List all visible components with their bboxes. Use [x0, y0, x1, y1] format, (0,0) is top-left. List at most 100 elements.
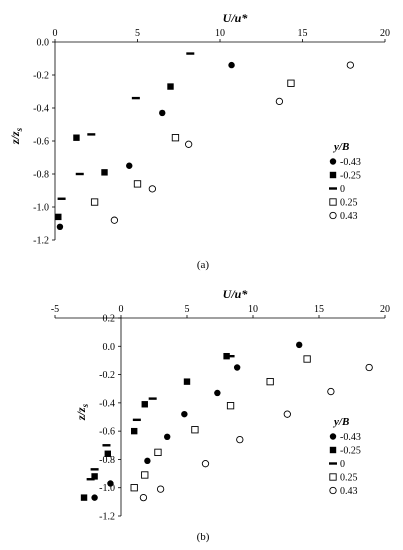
legend-marker — [329, 433, 337, 440]
y-tick-label: -0.8 — [99, 455, 115, 466]
legend-marker — [329, 462, 337, 465]
legend-marker — [329, 486, 337, 495]
data-point — [191, 426, 199, 434]
x-tick-label: 20 — [380, 28, 390, 39]
x-axis-title: U/u* — [223, 287, 249, 301]
legend-item: -0.25 — [329, 171, 361, 182]
legend-marker — [329, 473, 337, 481]
legend-label: 0.25 — [340, 473, 358, 484]
data-point — [110, 216, 119, 224]
legend-label: 0 — [340, 184, 345, 195]
x-tick-label: 0 — [119, 304, 124, 315]
data-point — [201, 460, 210, 468]
data-point — [327, 387, 335, 396]
data-point — [283, 410, 291, 418]
y-tick-label: 0.0 — [103, 342, 116, 353]
legend-item: 0.25 — [329, 198, 358, 209]
chart-panel-a: 0 5 10 15 20 0.0 -0.2 -0.4 -0.6 -0.8 -1.0 -1.2 U/u* z… — [8, 11, 390, 271]
series--0.43 — [91, 341, 303, 501]
y-tick-label: -0.4 — [33, 104, 49, 115]
x-tick-label: 0 — [53, 28, 58, 39]
data-point — [236, 435, 244, 444]
legend-item: 0.43 — [329, 486, 358, 497]
data-point — [171, 134, 180, 142]
data-point — [141, 401, 148, 408]
y-tick-label: -0.2 — [99, 370, 115, 381]
data-point — [181, 410, 188, 418]
data-point — [303, 355, 311, 363]
x-tick-label: 20 — [380, 304, 390, 315]
data-point — [102, 444, 111, 447]
legend-item: -0.25 — [329, 446, 361, 457]
legend-label: 0.25 — [340, 198, 358, 209]
series-0.43 — [139, 363, 373, 502]
panel-label: (b) — [197, 531, 210, 543]
data-point — [101, 169, 108, 176]
legend-label: -0.25 — [340, 171, 361, 182]
legend-label: 0.43 — [340, 211, 358, 222]
x-tick-label: 5 — [135, 28, 140, 39]
series-0.25 — [90, 79, 295, 206]
series-0.43 — [110, 61, 354, 224]
y-axis-title: z/zs — [8, 127, 24, 145]
data-point — [90, 198, 99, 206]
legend-item: 0 — [329, 184, 345, 195]
data-point — [159, 109, 166, 117]
data-point — [287, 79, 295, 87]
x-axis-title: U/u* — [223, 11, 249, 25]
data-point — [90, 468, 99, 471]
data-point — [56, 223, 64, 230]
data-point — [141, 471, 149, 479]
data-point — [133, 180, 142, 188]
data-point — [156, 485, 165, 493]
data-point — [233, 364, 241, 371]
y-tick-label: -1.0 — [99, 483, 115, 494]
data-point — [266, 377, 274, 386]
y-tick-label: -0.4 — [99, 398, 115, 409]
legend-marker — [329, 211, 337, 220]
data-point — [164, 433, 171, 440]
y-tick-label: -0.2 — [33, 71, 49, 82]
legend-item: 0.25 — [329, 473, 358, 484]
data-point — [365, 363, 373, 372]
data-point — [186, 52, 195, 55]
data-point — [107, 480, 114, 487]
legend-label: -0.43 — [340, 157, 361, 168]
data-point — [139, 493, 148, 502]
data-point — [104, 450, 111, 457]
legend: y/B -0.43 -0.25 0 0.25 0.43 — [329, 141, 361, 222]
data-point — [80, 494, 88, 501]
y-tick-label: -1.0 — [33, 203, 49, 214]
data-point — [87, 133, 96, 136]
x-tick-label: 5 — [185, 304, 190, 315]
legend-item: 0.43 — [329, 211, 358, 222]
data-point — [167, 83, 174, 90]
series-0 — [57, 52, 195, 200]
chart-panel-b: -5 0 5 10 15 20 0.2 0.0 -0.2 -0.4 -0.6 -0.8 -1.0 -1.2… — [51, 287, 390, 543]
data-point — [55, 213, 62, 221]
legend-item: -0.43 — [329, 157, 361, 168]
y-tick-label: -0.6 — [99, 427, 115, 438]
legend-label: -0.25 — [340, 446, 361, 457]
legend-item: -0.43 — [329, 432, 361, 443]
legend-marker — [329, 158, 337, 165]
series--0.25 — [55, 83, 174, 221]
data-point — [296, 341, 303, 349]
data-point — [75, 172, 84, 176]
data-point — [214, 389, 221, 397]
data-point — [132, 418, 141, 422]
data-point — [148, 185, 157, 193]
data-point — [226, 354, 235, 358]
data-point — [275, 97, 284, 106]
y-tick-label: 0.2 — [103, 314, 116, 325]
legend-label: 0 — [340, 459, 345, 470]
data-point — [73, 134, 80, 141]
x-tick-label: 10 — [248, 304, 258, 315]
y-tick-label: -1.2 — [33, 236, 49, 247]
data-point — [184, 140, 193, 148]
data-point — [144, 457, 151, 465]
data-point — [154, 448, 162, 457]
x-tick-label: 15 — [298, 28, 308, 39]
series-0.25 — [130, 355, 311, 492]
